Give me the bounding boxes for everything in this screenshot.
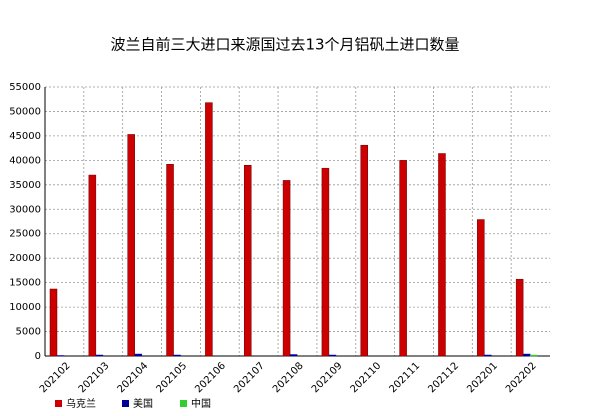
x-tick-label: 202108 [271,360,306,395]
bar [328,354,337,357]
bar [95,354,104,357]
y-tick-label: 15000 [9,278,41,289]
y-tick-label: 35000 [9,180,41,191]
y-tick-label: 0 [35,351,41,362]
x-tick-label: 202103 [77,360,112,395]
bar [173,354,181,357]
bar [515,278,524,357]
x-tick-label: 202112 [426,360,461,395]
x-tick-label: 202110 [349,360,384,395]
x-tick-label: 202104 [116,360,151,395]
x-tick-label: 202102 [38,360,73,395]
x-tick-label: 202202 [504,360,539,395]
y-tick-label: 10000 [9,302,41,313]
bar [205,102,213,357]
y-tick-label: 45000 [9,131,41,142]
bar [166,164,174,357]
chart-title: 波兰自前三大进口来源国过去13个月铝矾土进口数量 [110,36,459,54]
y-tick-label: 50000 [9,106,41,117]
x-tick-label: 202105 [154,360,189,395]
x-tick-label: 202106 [193,360,228,395]
bar [134,353,142,357]
bar [399,160,407,357]
legend-swatch [55,400,62,407]
bar [127,134,135,357]
bar [243,165,252,357]
y-tick-label: 30000 [9,204,41,215]
x-tick-label: 202109 [310,360,345,395]
y-tick-label: 5000 [16,327,41,338]
x-tick-label: 202201 [465,360,500,395]
legend-swatch [122,400,129,407]
bar [477,219,485,357]
bar [49,288,58,357]
y-tick-label: 20000 [9,253,41,264]
bar [321,167,330,357]
legend-label: 乌克兰 [66,397,96,410]
x-tick-label: 202107 [232,360,267,395]
x-tick-label: 202111 [388,360,423,395]
bar [529,354,538,357]
y-tick-label: 40000 [9,155,41,166]
bar [484,354,492,357]
legend-label: 中国 [191,397,211,410]
bar [360,144,369,357]
bar [438,153,446,357]
bar [282,180,291,357]
bar [289,354,298,357]
bar [88,174,97,357]
legend-swatch [180,400,187,407]
y-tick-label: 55000 [9,82,41,93]
y-tick-label: 25000 [9,229,41,240]
legend-label: 美国 [133,397,153,410]
bar [522,353,531,357]
